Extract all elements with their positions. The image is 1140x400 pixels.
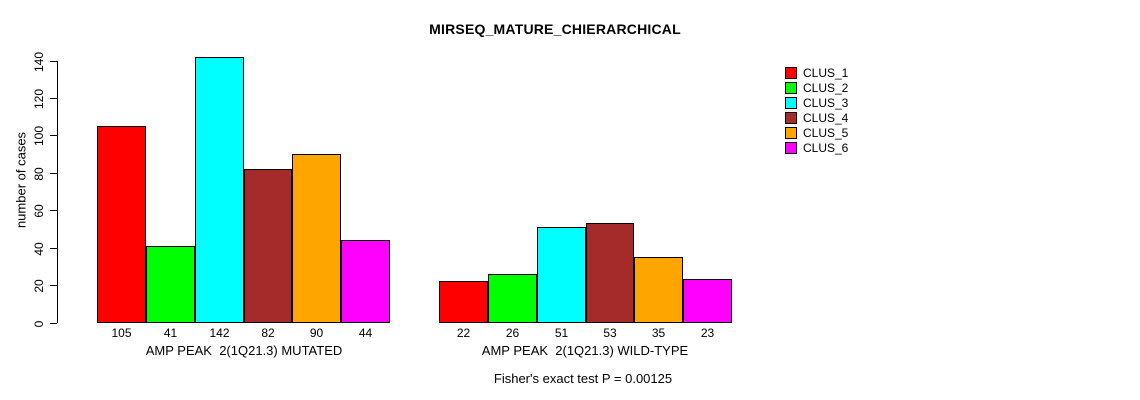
legend-label: CLUS_4	[803, 110, 849, 125]
legend-item-clus_3: CLUS_3	[785, 95, 848, 110]
y-axis-label: number of cases	[13, 131, 29, 229]
y-axis-tick	[50, 323, 57, 324]
y-axis-tick	[50, 285, 57, 286]
legend-swatch-icon	[785, 111, 797, 124]
bar-value-label: 26	[505, 326, 520, 340]
legend-item-clus_2: CLUS_2	[785, 80, 848, 95]
legend: CLUS_1 CLUS_2 CLUS_3 CLUS_4 CLUS_5 CLUS_6	[785, 65, 848, 155]
bar-value-label: 41	[163, 326, 178, 340]
bar-clus_1-group1	[97, 126, 146, 323]
y-tick-label: 120	[32, 88, 46, 109]
legend-label: CLUS_1	[803, 65, 849, 80]
y-tick-label: 40	[32, 241, 46, 256]
y-tick-label: 80	[32, 166, 46, 181]
bar-value-label: 22	[456, 326, 471, 340]
legend-label: CLUS_6	[803, 140, 849, 155]
group-label-wild-type: AMP PEAK 2(1Q21.3) WILD-TYPE	[481, 343, 689, 358]
legend-swatch-icon	[785, 141, 797, 154]
bar-value-label: 82	[261, 326, 275, 340]
y-axis-tick	[50, 210, 57, 211]
bar-value-label: 23	[700, 326, 715, 340]
bar-clus_4-group2	[586, 223, 634, 323]
y-axis-tick	[50, 135, 57, 136]
bar-clus_3-group1	[195, 57, 244, 323]
bar-value-label: 51	[554, 326, 569, 340]
legend-label: CLUS_2	[803, 80, 849, 95]
bar-value-label: 90	[309, 326, 324, 340]
legend-label: CLUS_5	[803, 125, 849, 140]
bar-clus_6-group1	[341, 240, 390, 323]
y-axis-tick	[50, 61, 57, 62]
legend-item-clus_1: CLUS_1	[785, 65, 848, 80]
y-tick-label: 60	[32, 203, 46, 218]
legend-item-clus_6: CLUS_6	[785, 140, 848, 155]
y-axis-tick	[50, 248, 57, 249]
bar-value-label: 44	[358, 326, 373, 340]
legend-swatch-icon	[785, 96, 797, 109]
bar-clus_4-group1	[244, 169, 292, 323]
y-tick-label: 100	[32, 125, 46, 146]
legend-item-clus_4: CLUS_4	[785, 110, 848, 125]
bar-clus_3-group2	[537, 227, 586, 323]
legend-swatch-icon	[785, 126, 797, 139]
legend-swatch-icon	[785, 66, 797, 79]
chart-title: MIRSEQ_MATURE_CHIERARCHICAL	[429, 21, 681, 37]
bar-clus_5-group2	[634, 257, 683, 323]
bar-clus_2-group1	[146, 246, 195, 323]
y-tick-label: 140	[32, 51, 46, 72]
y-axis-line	[57, 61, 58, 323]
bar-clus_2-group2	[488, 274, 537, 323]
bar-value-label: 142	[209, 326, 230, 340]
bar-clus_5-group1	[292, 154, 341, 323]
legend-swatch-icon	[785, 81, 797, 94]
group-label-mutated: AMP PEAK 2(1Q21.3) MUTATED	[145, 343, 343, 358]
fisher-test-annotation: Fisher's exact test P = 0.00125	[493, 371, 673, 386]
bar-clus_6-group2	[683, 279, 732, 323]
bar-value-label: 53	[603, 326, 617, 340]
legend-item-clus_5: CLUS_5	[785, 125, 848, 140]
y-tick-label: 20	[32, 278, 46, 293]
bar-value-label: 35	[651, 326, 666, 340]
legend-label: CLUS_3	[803, 95, 849, 110]
bar-clus_1-group2	[439, 281, 488, 323]
y-tick-label: 0	[32, 320, 46, 327]
bar-value-label: 105	[111, 326, 132, 340]
y-axis-tick	[50, 98, 57, 99]
y-axis-tick	[50, 173, 57, 174]
